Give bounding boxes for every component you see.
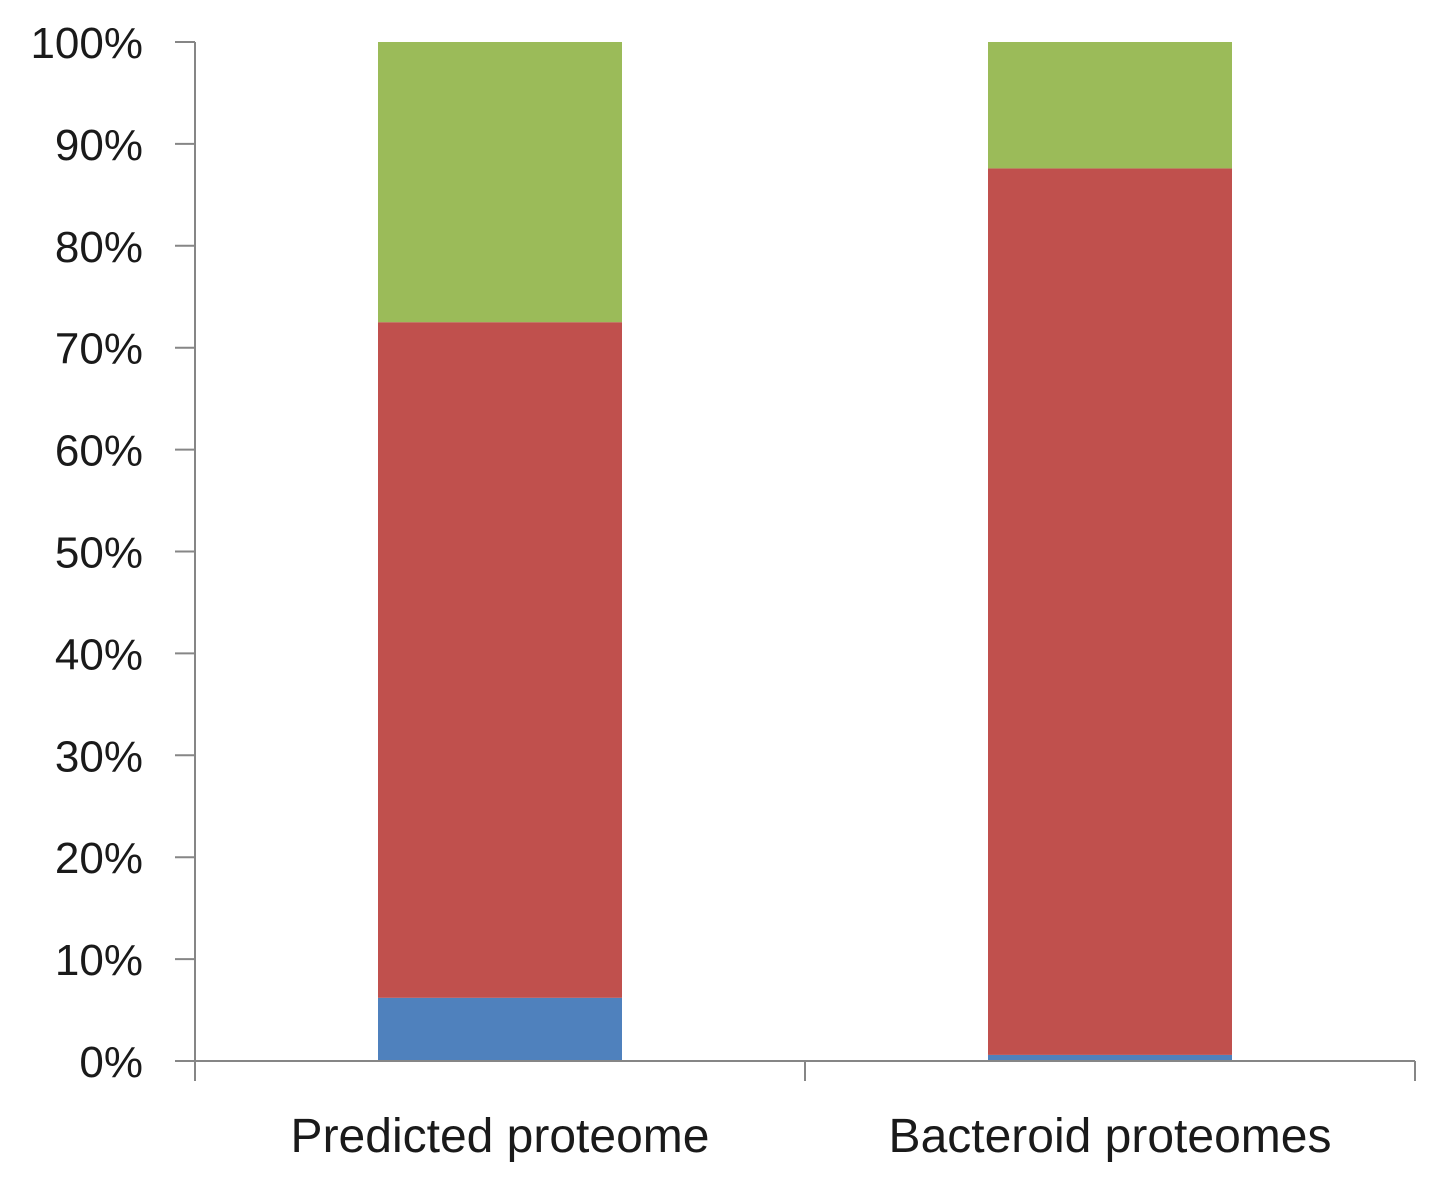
bar-segment-2-series-3 (988, 42, 1232, 169)
y-tick-label: 50% (55, 529, 143, 578)
y-tick-label: 40% (55, 630, 143, 679)
x-category-label: Bacteroid proteomes (889, 1110, 1332, 1163)
bars-layer (378, 42, 1232, 1061)
y-tick-label: 90% (55, 121, 143, 170)
y-tick-label: 20% (55, 834, 143, 883)
x-category-label: Predicted proteome (291, 1110, 710, 1163)
bar-segment-1-series-2 (378, 322, 622, 998)
y-tick-label: 70% (55, 325, 143, 374)
y-tick-label: 80% (55, 223, 143, 272)
bar-segment-2-series-2 (988, 168, 1232, 1055)
y-tick-label: 60% (55, 427, 143, 476)
y-tick-label: 0% (79, 1038, 143, 1087)
y-tick-label: 10% (55, 936, 143, 985)
labels-layer: 0% 10% 20% 30% 40% 50% 60% 70% 80% 90% 100% Predict… (30, 19, 1331, 1163)
bar-segment-2-series-1 (988, 1054, 1232, 1061)
y-tick-label: 30% (55, 732, 143, 781)
axes-layer (175, 41, 1416, 1081)
bar-segment-1-series-3 (378, 42, 622, 323)
y-tick-label: 100% (30, 19, 143, 68)
bar-segment-1-series-1 (378, 997, 622, 1061)
